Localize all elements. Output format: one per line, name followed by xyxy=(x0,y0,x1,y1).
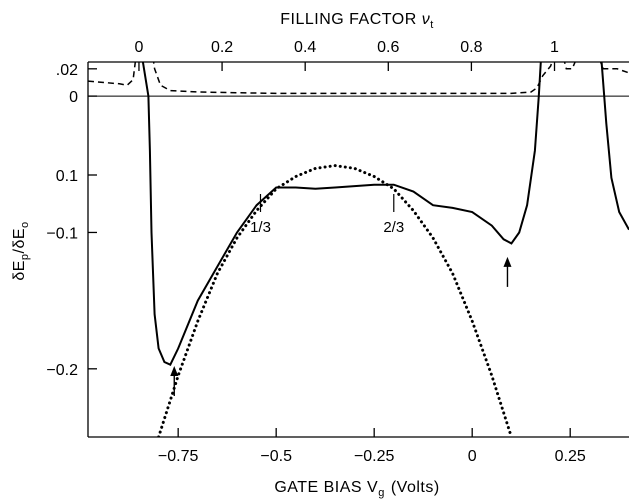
annotation-label: 2/3 xyxy=(383,219,404,236)
series-group xyxy=(88,62,629,437)
x2-tick-label: 0.2 xyxy=(211,39,233,56)
x2-tick-label: 1 xyxy=(550,39,559,56)
x-tick-label: −0.25 xyxy=(354,448,395,465)
series-solid-0 xyxy=(141,62,542,367)
y-axis-title: δEp/δEo xyxy=(11,221,31,280)
y-tick-label: 0 xyxy=(69,89,78,106)
x-tick-label: −0.5 xyxy=(260,448,292,465)
y-tick-label: .02 xyxy=(56,62,78,79)
top-axis-title: FILLING FACTOR νt xyxy=(280,11,434,31)
arrow-head xyxy=(503,256,512,267)
x2-tick-label: 0 xyxy=(135,39,144,56)
arrow-head xyxy=(170,366,179,376)
x-tick-label: 0 xyxy=(468,448,477,465)
series-dotted-3 xyxy=(157,164,513,437)
annotation-label: 1/3 xyxy=(250,219,271,236)
plot-frame xyxy=(87,61,629,438)
series-solid-1 xyxy=(600,62,629,231)
y-tick-label: −0.2 xyxy=(46,362,78,379)
x2-tick-label: 0.4 xyxy=(294,39,316,56)
label-group: −0.75 −0.5 −0.25 0 0.25 0 0.2 0.4 0.6 0.8 1 .02 −0.2… xyxy=(46,39,585,465)
x-tick-label: 0.25 xyxy=(555,448,586,465)
series-dashed-2 xyxy=(88,62,629,95)
x-tick-label: −0.75 xyxy=(158,448,199,465)
y-tick-label: −0.1 xyxy=(46,225,78,242)
x2-tick-label: 0.8 xyxy=(460,39,482,56)
x2-tick-label: 0.6 xyxy=(377,39,399,56)
y-tick-label: 0.1 xyxy=(56,168,78,185)
bottom-axis-title: GATE BIAS Vg (Volts) xyxy=(274,479,439,499)
tick-group xyxy=(88,62,571,437)
